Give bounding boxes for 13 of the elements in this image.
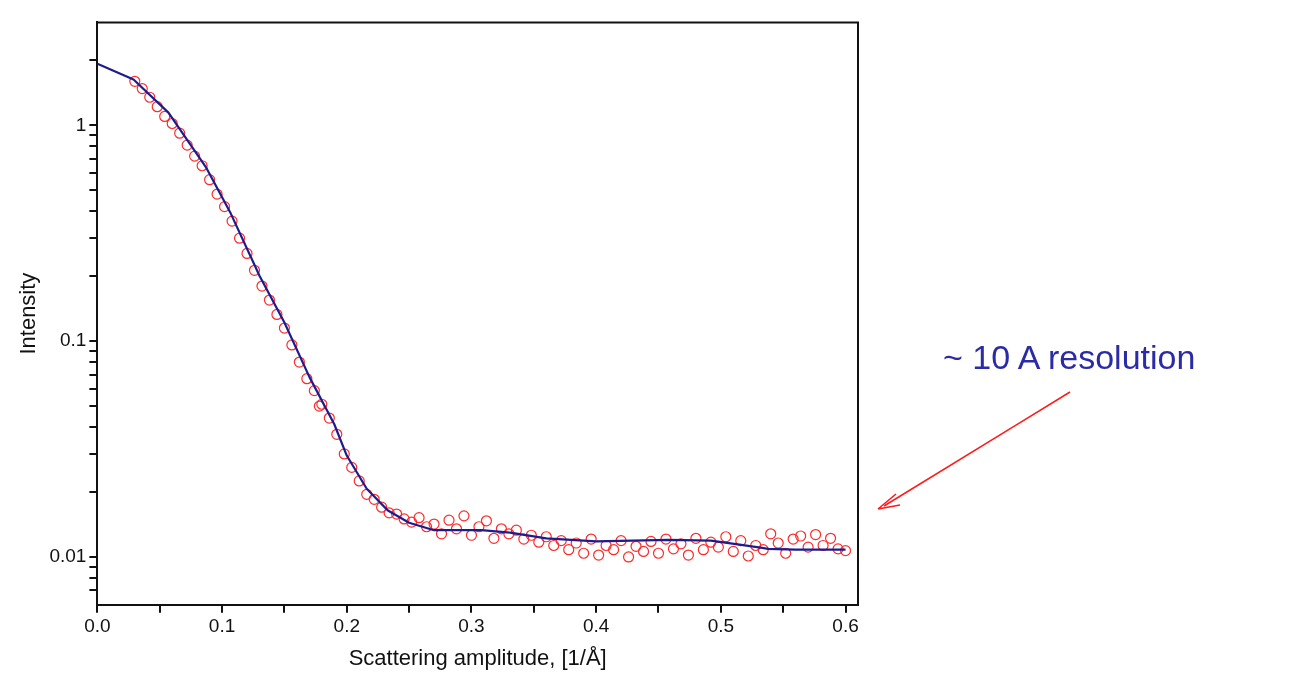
y-tick-label: 0.01 (49, 545, 87, 567)
x-tick-label: 0.6 (832, 615, 859, 637)
x-tick-label: 0.4 (582, 615, 610, 637)
x-axis-title: Scattering amplitude, [1/Å] (348, 644, 607, 670)
x-tick-label: 0.3 (458, 615, 485, 637)
y-tick-label: 1 (75, 113, 87, 135)
x-tick-label: 0.0 (84, 615, 111, 637)
y-tick-label: 0.1 (59, 329, 87, 351)
y-axis-title: Intensity (15, 272, 41, 355)
text: ~ 10 A resolution (943, 338, 1196, 377)
x-tick-label: 0.5 (707, 615, 735, 637)
x-tick-label: 0.1 (208, 615, 236, 637)
x-tick-label: 0.2 (333, 615, 360, 637)
